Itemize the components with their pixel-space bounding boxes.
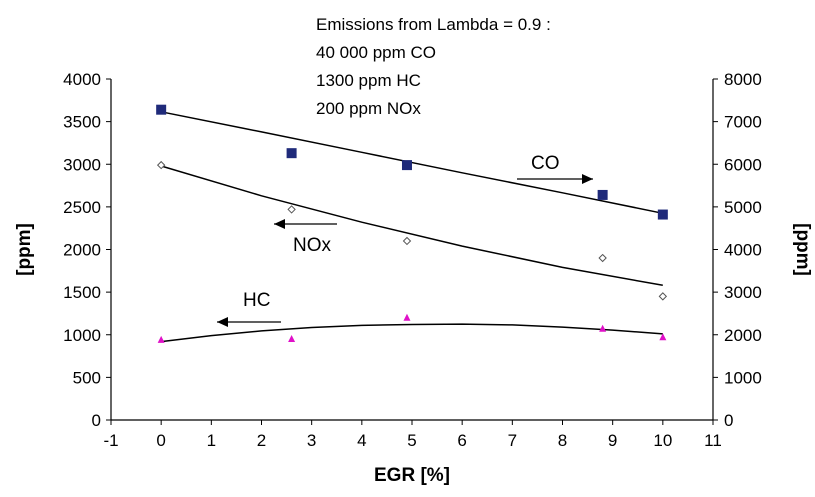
emissions-note-line: 40 000 ppm CO bbox=[316, 43, 436, 62]
series-label-hc: HC bbox=[243, 290, 270, 311]
y-axis-left-title: [ppm] bbox=[14, 223, 35, 276]
x-tick-label: 11 bbox=[704, 431, 722, 450]
arrowhead-hc bbox=[217, 317, 228, 327]
series-label-nox: NOx bbox=[293, 235, 332, 256]
x-tick-label: 10 bbox=[653, 431, 672, 450]
y-left-tick-label: 2500 bbox=[63, 198, 101, 217]
marker-hc bbox=[403, 313, 411, 321]
y-right-tick-label: 4000 bbox=[724, 241, 762, 260]
x-tick-label: 9 bbox=[608, 431, 617, 450]
y-right-tick-label: 2000 bbox=[724, 326, 762, 345]
y-left-tick-label: 3000 bbox=[63, 155, 101, 174]
arrowhead-nox bbox=[274, 219, 285, 229]
x-tick-label: 8 bbox=[558, 431, 567, 450]
y-right-tick-label: 8000 bbox=[724, 70, 762, 89]
x-tick-label: 3 bbox=[307, 431, 316, 450]
y-left-tick-label: 0 bbox=[92, 411, 101, 430]
trend-line-co bbox=[161, 111, 663, 215]
y-right-tick-label: 5000 bbox=[724, 198, 762, 217]
y-right-tick-label: 1000 bbox=[724, 368, 762, 387]
marker-co bbox=[657, 209, 668, 220]
marker-co bbox=[401, 160, 412, 171]
x-tick-label: 1 bbox=[207, 431, 216, 450]
y-left-tick-label: 2000 bbox=[63, 241, 101, 260]
y-right-tick-label: 3000 bbox=[724, 283, 762, 302]
y-right-tick-label: 7000 bbox=[724, 113, 762, 132]
x-tick-label: 7 bbox=[508, 431, 517, 450]
trend-line-nox bbox=[160, 165, 663, 287]
series-label-co: CO bbox=[531, 153, 560, 174]
y-right-tick-label: 0 bbox=[724, 411, 733, 430]
x-tick-label: 5 bbox=[407, 431, 416, 450]
emissions-note-line: 1300 ppm HC bbox=[316, 71, 421, 90]
marker-nox bbox=[658, 292, 668, 301]
marker-hc bbox=[288, 335, 296, 343]
x-tick-label: 0 bbox=[156, 431, 165, 450]
marker-nox bbox=[598, 253, 607, 263]
x-tick-label: 2 bbox=[257, 431, 266, 450]
x-axis-title: EGR [%] bbox=[374, 465, 450, 486]
x-tick-label: 4 bbox=[357, 431, 366, 450]
marker-hc bbox=[157, 335, 165, 343]
arrowhead-co bbox=[582, 174, 593, 184]
marker-co bbox=[156, 104, 167, 115]
marker-nox bbox=[156, 160, 166, 170]
x-tick-label: -1 bbox=[103, 431, 118, 450]
marker-co bbox=[286, 148, 297, 159]
marker-hc bbox=[599, 324, 607, 332]
y-left-tick-label: 3500 bbox=[63, 113, 101, 132]
emissions-note-line: Emissions from Lambda = 0.9 : bbox=[316, 15, 551, 34]
x-tick-label: 6 bbox=[457, 431, 466, 450]
y-left-tick-label: 4000 bbox=[63, 70, 101, 89]
trend-line-hc bbox=[161, 323, 663, 343]
y-axis-right-title: [ppm] bbox=[792, 223, 813, 276]
marker-co bbox=[597, 189, 608, 200]
y-left-tick-label: 1000 bbox=[63, 326, 101, 345]
marker-hc bbox=[659, 333, 667, 341]
emissions-note-line: 200 ppm NOx bbox=[316, 99, 421, 118]
y-right-tick-label: 6000 bbox=[724, 155, 762, 174]
y-left-tick-label: 1500 bbox=[63, 283, 101, 302]
marker-nox bbox=[402, 236, 412, 246]
y-left-tick-label: 500 bbox=[73, 368, 101, 387]
marker-nox bbox=[287, 205, 296, 214]
